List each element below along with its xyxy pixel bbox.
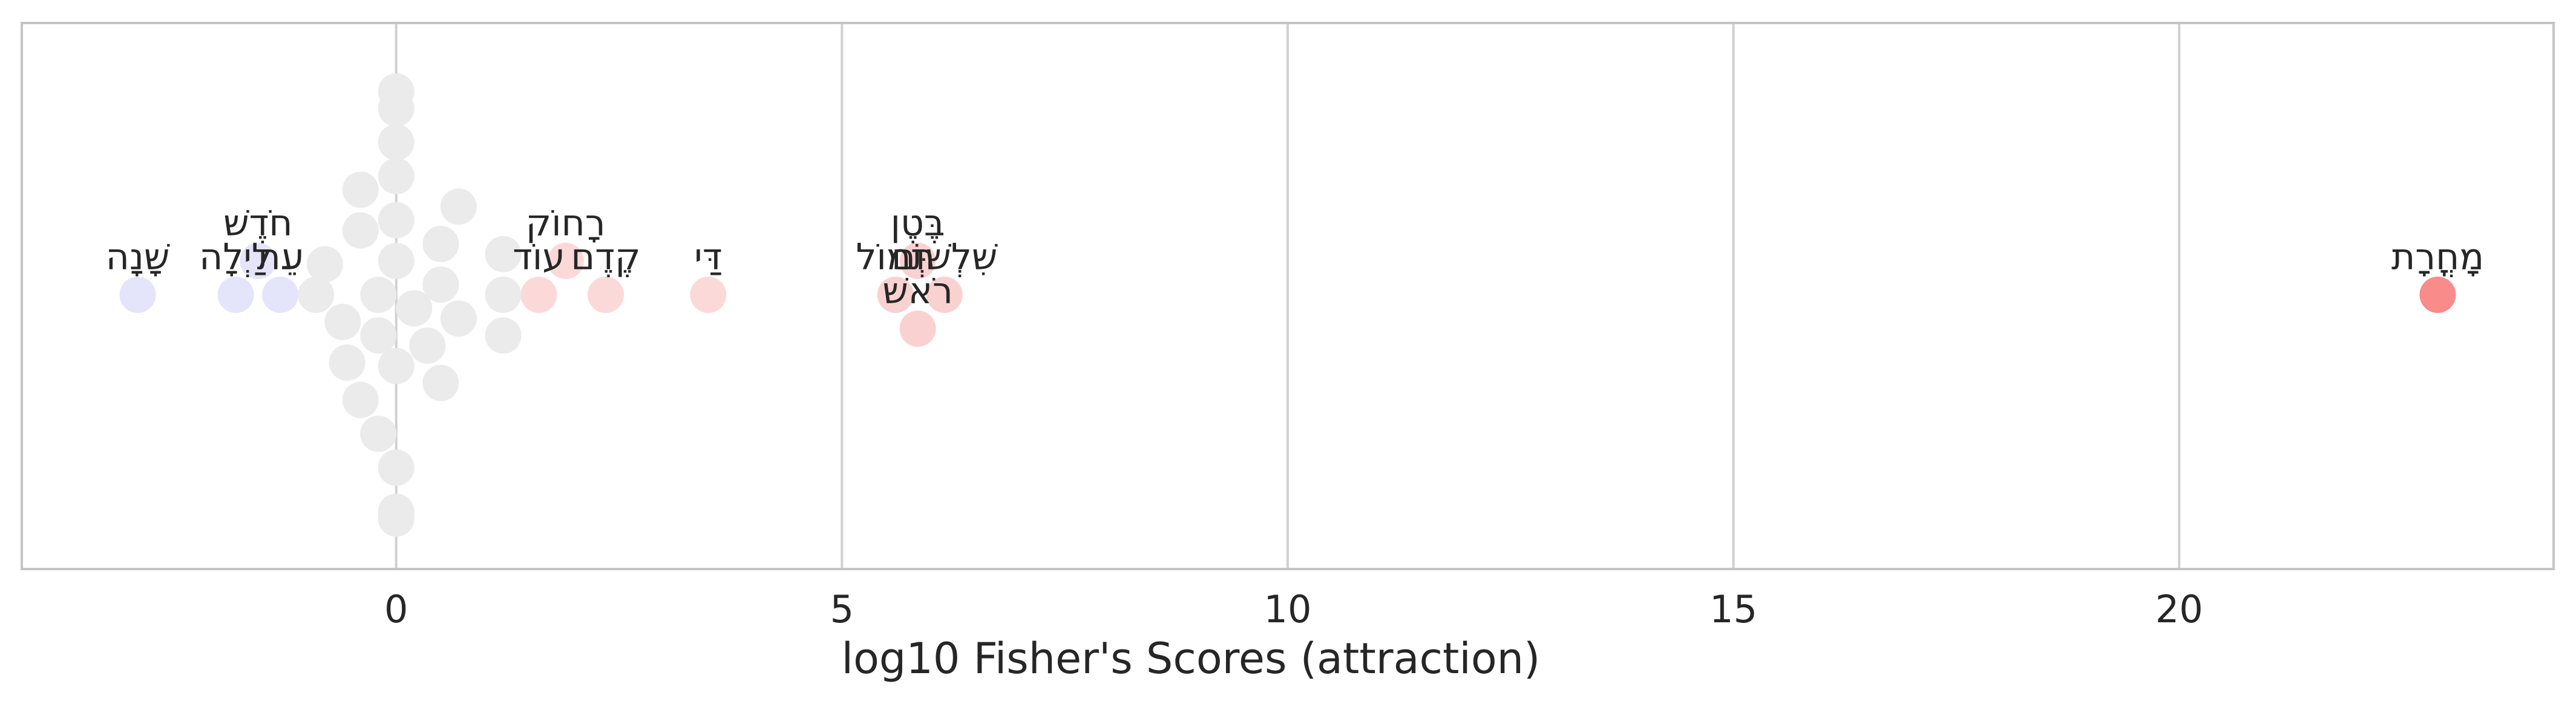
data-point-28 (324, 303, 361, 340)
point-label-8: תְּמוֹל (856, 236, 935, 278)
data-point-42 (485, 317, 522, 354)
data-point-8 (877, 277, 914, 313)
data-point-19 (360, 277, 397, 313)
data-point-38 (440, 188, 477, 225)
data-point-14 (378, 90, 415, 127)
data-point-20 (360, 317, 397, 354)
data-point-40 (485, 235, 522, 272)
x-tick-labels: 0 5 10 15 20 (384, 587, 2203, 631)
point-label-2: חֹדֶשׁ (223, 202, 292, 245)
data-point-0 (119, 277, 156, 313)
data-point-29 (329, 344, 365, 381)
data-point-18 (378, 243, 415, 279)
point-labels: שָׁנָה לַיְלָהחֹדֶשׁעֵת עוֹדרָחוֹקקֶדֶם דַּ… (106, 202, 2484, 312)
data-point-3 (262, 277, 299, 313)
data-point-2 (240, 243, 277, 279)
x-tick-label-3: 15 (1709, 587, 1757, 631)
point-label-4: עוֹד (513, 236, 565, 278)
data-point-6 (587, 277, 624, 313)
point-label-9: בֶּטֶן (891, 202, 945, 245)
data-point-21 (378, 347, 415, 384)
data-point-4 (520, 277, 557, 313)
point-label-11: שִׁלְשׁוֹם (891, 236, 998, 278)
point-label-3: עֵת (257, 236, 304, 278)
x-axis-label: log10 Fisher's Scores (attraction) (842, 634, 1541, 683)
point-label-0: שָׁנָה (106, 236, 170, 278)
x-tick-label-2: 10 (1264, 587, 1312, 631)
data-point-33 (396, 290, 433, 327)
data-point-15 (378, 124, 415, 160)
data-point-36 (422, 266, 459, 303)
data-point-30 (342, 381, 379, 418)
data-point-9 (899, 243, 936, 279)
data-point-11 (926, 277, 963, 313)
point-label-1: לַיְלָה (199, 236, 272, 278)
point-label-6: קֶדֶם (571, 236, 640, 278)
data-point-22 (360, 415, 397, 452)
data-point-41 (485, 277, 522, 313)
data-point-10 (899, 311, 936, 347)
data-point-35 (422, 226, 459, 262)
data-point-7 (690, 277, 727, 313)
data-point-37 (422, 364, 459, 401)
point-label-12: מָחֳרָת (2391, 236, 2484, 278)
x-gridlines (395, 23, 2181, 569)
data-point-1 (217, 277, 254, 313)
x-tick-label-1: 5 (830, 587, 854, 631)
plot-frame (21, 22, 2555, 570)
data-point-34 (409, 327, 446, 364)
data-point-25 (378, 500, 415, 537)
point-label-10: רֹאשׁ (882, 270, 952, 312)
data-point-12 (2419, 277, 2456, 313)
data-point-23 (378, 449, 415, 486)
data-point-5 (547, 243, 584, 279)
data-point-17 (378, 202, 415, 239)
data-point-16 (378, 158, 415, 194)
x-tick-label-4: 20 (2155, 587, 2203, 631)
point-label-7: דַּי (694, 236, 722, 278)
data-point-26 (342, 171, 379, 208)
data-point-31 (298, 277, 335, 313)
point-label-5: רָחוֹק (526, 202, 606, 245)
data-point-27 (342, 212, 379, 249)
data-point-32 (306, 246, 343, 283)
data-point-39 (440, 300, 477, 337)
data-points (119, 73, 2456, 537)
x-tick-label-0: 0 (384, 587, 408, 631)
